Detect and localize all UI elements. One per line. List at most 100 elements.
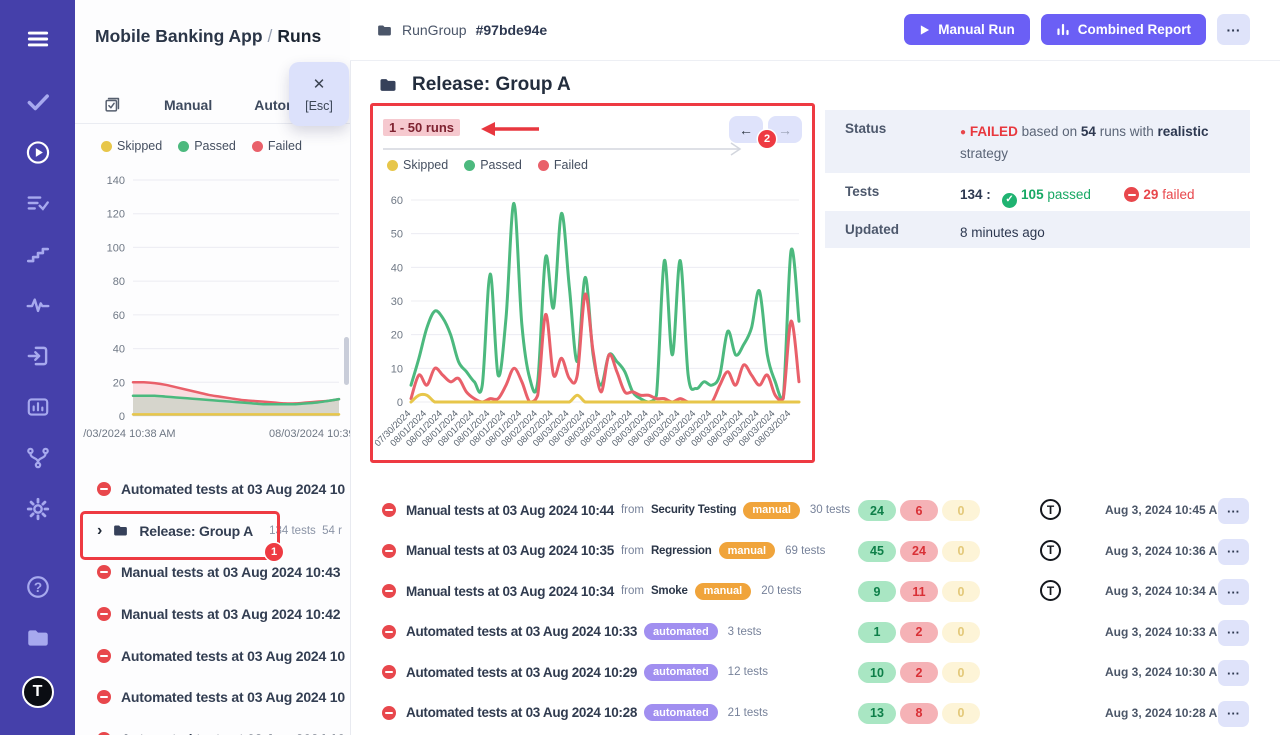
activity-pulse-icon[interactable]	[25, 292, 51, 318]
tests-count: 3 tests	[728, 626, 762, 638]
failed-pill: 6	[900, 500, 938, 521]
annotation-arrow-icon	[477, 118, 543, 140]
runs-play-circle-icon[interactable]	[25, 139, 51, 165]
menu-icon[interactable]	[25, 26, 51, 52]
result-pills: 45 24 0	[858, 541, 980, 562]
testomat-logo-icon: T	[1040, 540, 1061, 561]
tab-manual[interactable]: Manual	[164, 97, 212, 113]
result-pills: 24 6 0	[858, 500, 980, 521]
list-item[interactable]: Automated tests at 03 Aug 2024 10	[75, 635, 350, 677]
topbar: RunGroup #97bde94e Manual Run Combined R…	[350, 0, 1280, 61]
annotation-badge-2: 2	[758, 130, 776, 148]
automated-badge: automated	[644, 664, 718, 681]
manual-run-button[interactable]: Manual Run	[904, 14, 1030, 45]
svg-text:0: 0	[119, 411, 125, 423]
suite-name[interactable]: Regression	[651, 545, 712, 557]
failed-status-icon	[97, 607, 111, 621]
passed-pill: 13	[858, 703, 896, 724]
topbar-more-button[interactable]: ···	[1217, 14, 1250, 45]
result-pills: 1 2 0	[858, 622, 980, 643]
folder-icon	[378, 75, 398, 95]
folder-icon	[112, 522, 129, 539]
suite-name[interactable]: Security Testing	[651, 504, 736, 516]
table-row[interactable]: Manual tests at 03 Aug 2024 10:35 from R…	[350, 531, 1280, 572]
run-title[interactable]: Manual tests at 03 Aug 2024 10:44	[406, 503, 614, 518]
scrollbar-thumb[interactable]	[344, 337, 349, 385]
table-row[interactable]: Manual tests at 03 Aug 2024 10:44 from S…	[350, 490, 1280, 531]
test-plans-list-check-icon[interactable]	[25, 190, 51, 216]
row-more-button[interactable]: ···	[1218, 620, 1249, 646]
run-row-main: Manual tests at 03 Aug 2024 10:44 from S…	[406, 490, 850, 531]
run-title[interactable]: Manual tests at 03 Aug 2024 10:35	[406, 543, 614, 558]
table-row[interactable]: Manual tests at 03 Aug 2024 10:34 from S…	[350, 571, 1280, 612]
svg-text:0: 0	[397, 397, 403, 409]
row-more-button[interactable]: ···	[1218, 660, 1249, 686]
list-item[interactable]: Manual tests at 03 Aug 2024 10:42	[75, 593, 350, 635]
import-icon[interactable]	[25, 343, 51, 369]
list-item[interactable]: Manual tests at 03 Aug 2024 10:43	[75, 551, 350, 593]
run-row-main: Automated tests at 03 Aug 2024 10:28 aut…	[406, 693, 768, 734]
row-more-button[interactable]: ···	[1218, 579, 1249, 605]
run-title[interactable]: Automated tests at 03 Aug 2024 10:28	[406, 705, 637, 720]
row-more-button[interactable]: ···	[1218, 539, 1249, 565]
failed-pill: 24	[900, 541, 938, 562]
list-item-release-group[interactable]: › Release: Group A 134 tests 54 r	[75, 510, 350, 552]
run-title: Manual tests at 03 Aug 2024 10:43	[121, 564, 340, 580]
passed-pill: 10	[858, 662, 896, 683]
row-more-button[interactable]: ···	[1218, 498, 1249, 524]
svg-text:?: ?	[33, 580, 41, 595]
runs-list: Automated tests at 03 Aug 2024 10 › Rele…	[75, 468, 350, 735]
play-icon	[919, 24, 930, 36]
manual-badge: manual	[695, 583, 752, 600]
run-title: Automated tests at 03 Aug 2024 10	[121, 731, 345, 735]
result-pills: 9 11 0	[858, 581, 980, 602]
breadcrumb-project[interactable]: Mobile Banking App	[95, 26, 263, 46]
app-logo-icon[interactable]: T	[22, 676, 54, 708]
run-title: Manual tests at 03 Aug 2024 10:42	[121, 606, 340, 622]
skipped-pill: 0	[942, 581, 980, 602]
run-title[interactable]: Manual tests at 03 Aug 2024 10:34	[406, 584, 614, 599]
failed-pill: 11	[900, 581, 938, 602]
run-row-main: Automated tests at 03 Aug 2024 10:33 aut…	[406, 612, 762, 653]
skipped-dot-icon	[101, 141, 112, 152]
status-panel: Status ● FAILED based on 54 runs with re…	[825, 110, 1250, 248]
close-icon[interactable]: ✕	[313, 75, 326, 93]
svg-text:60: 60	[391, 195, 403, 207]
breadcrumb: Mobile Banking App/Runs	[95, 26, 321, 47]
steps-icon[interactable]	[25, 241, 51, 267]
run-timestamp: Aug 3, 2024 10:28 AM	[1105, 706, 1227, 720]
svg-text:20: 20	[391, 330, 403, 342]
main-chart-legend: Skipped Passed Failed	[387, 158, 588, 172]
select-all-icon[interactable]	[103, 95, 122, 114]
list-item[interactable]: Automated tests at 03 Aug 2024 10	[75, 468, 350, 510]
suite-name[interactable]: Smoke	[651, 585, 688, 597]
legend-item-failed: Failed	[538, 158, 588, 172]
run-timestamp: Aug 3, 2024 10:30 AM	[1105, 665, 1227, 679]
chevron-right-icon[interactable]: ›	[97, 522, 102, 540]
list-item[interactable]: Automated tests at 03 Aug 2024 10	[75, 676, 350, 718]
skipped-pill: 0	[942, 500, 980, 521]
failed-dot-icon: ●	[960, 127, 966, 138]
reports-bar-chart-icon[interactable]	[25, 394, 51, 420]
branches-icon[interactable]	[25, 445, 51, 471]
help-icon[interactable]: ?	[25, 574, 51, 600]
settings-gear-icon[interactable]	[25, 496, 51, 522]
rungroup-breadcrumb: RunGroup #97bde94e	[376, 0, 547, 60]
passed-pill: 45	[858, 541, 896, 562]
table-row[interactable]: Automated tests at 03 Aug 2024 10:29 aut…	[350, 652, 1280, 693]
list-item[interactable]: Automated tests at 03 Aug 2024 10	[75, 718, 350, 735]
row-more-button[interactable]: ···	[1218, 701, 1249, 727]
table-row[interactable]: Automated tests at 03 Aug 2024 10:33 aut…	[350, 612, 1280, 653]
svg-text:10: 10	[391, 363, 403, 375]
failed-status-icon	[382, 503, 396, 517]
run-row-main: Manual tests at 03 Aug 2024 10:34 from S…	[406, 571, 801, 612]
tests-check-icon[interactable]	[25, 88, 51, 114]
projects-folder-icon[interactable]	[25, 625, 51, 651]
run-title[interactable]: Automated tests at 03 Aug 2024 10:29	[406, 665, 637, 680]
svg-text:60: 60	[113, 310, 125, 322]
run-title[interactable]: Automated tests at 03 Aug 2024 10:33	[406, 624, 637, 639]
table-row[interactable]: Automated tests at 03 Aug 2024 10:28 aut…	[350, 693, 1280, 734]
tests-count: 12 tests	[728, 666, 768, 678]
combined-report-button[interactable]: Combined Report	[1041, 14, 1206, 45]
legend-item-skipped: Skipped	[387, 158, 448, 172]
